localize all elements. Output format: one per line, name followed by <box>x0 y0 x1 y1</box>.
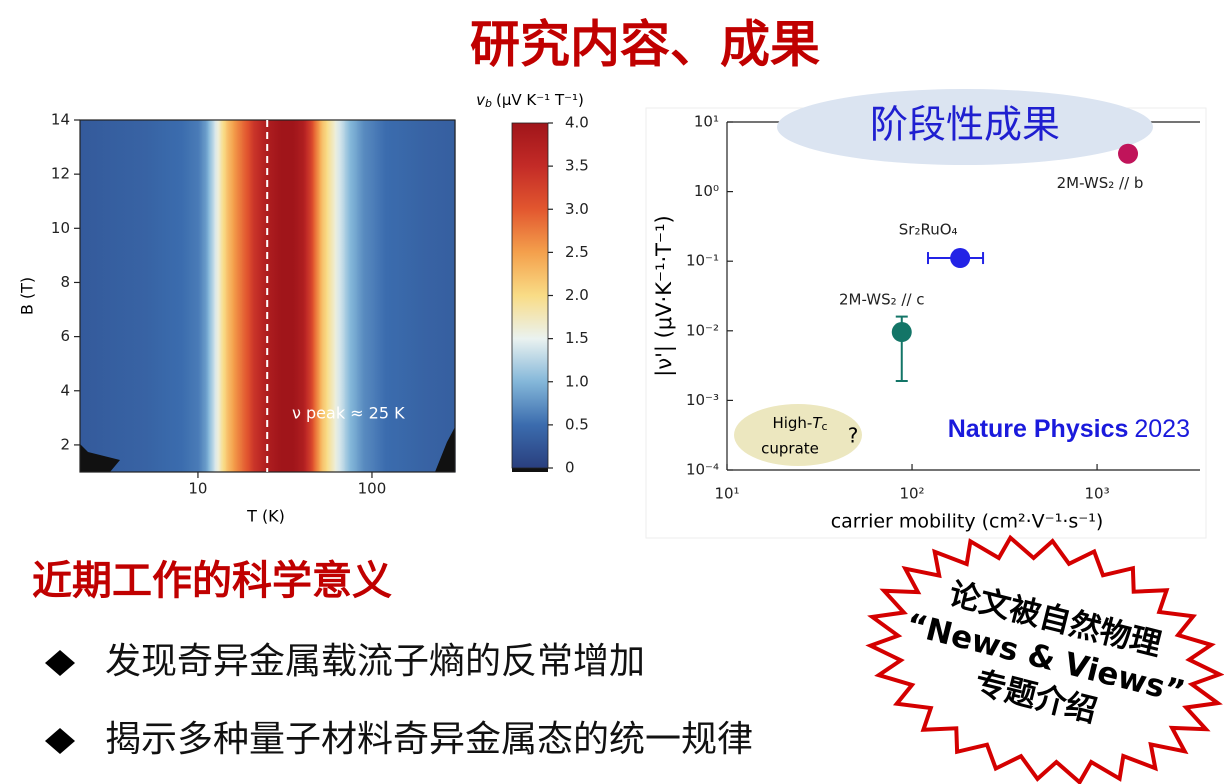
y-tick-label: 12 <box>51 165 70 183</box>
slide-title: 研究内容、成果 <box>470 16 820 74</box>
point-label: 2M-WS₂ // b <box>1057 174 1144 192</box>
x-tick-label: 10³ <box>1085 485 1110 503</box>
heat-cell <box>274 120 288 472</box>
point-label: Sr₂RuO₄ <box>899 221 958 239</box>
y-tick-label: 10⁻¹ <box>686 252 719 270</box>
section-title: 近期工作的科学意义 <box>32 558 392 604</box>
badge-burst <box>865 534 1224 784</box>
heat-cell <box>189 120 203 472</box>
annotation: ν peak ≈ 25 K <box>292 404 405 423</box>
journal-year: 2023 <box>1134 415 1190 443</box>
colorbar-tick-label: 1.0 <box>565 372 589 390</box>
cuprate-bubble <box>734 404 862 466</box>
heat-cell <box>306 120 314 472</box>
journal-label: Nature Physics 2023 <box>948 415 1190 443</box>
y-tick-label: 10⁻³ <box>686 391 719 409</box>
heat-cell <box>319 120 328 472</box>
colorbar-under <box>512 468 548 472</box>
heat-cell <box>439 120 456 472</box>
point-label: 2M-WS₂ // c <box>839 291 925 309</box>
bullet-icon <box>45 650 75 676</box>
data-point <box>950 248 971 269</box>
label-symbol: T <box>812 414 823 432</box>
bullet-text: 发现奇异金属载流子熵的反常增加 <box>105 641 645 682</box>
y-tick-label: 10⁻² <box>686 321 719 339</box>
heat-cell <box>286 120 299 472</box>
heat-cell <box>214 120 222 472</box>
label-subscript: c <box>822 420 828 433</box>
heat-cell <box>250 120 262 472</box>
y-tick-label: 8 <box>60 273 70 291</box>
y-tick-label: 6 <box>60 327 70 345</box>
colorbar-label: vb (μV K⁻¹ T⁻¹) <box>476 91 584 111</box>
heat-cell <box>242 120 251 472</box>
highlight-bubble <box>777 89 1153 165</box>
y-tick-label: 2 <box>60 435 70 453</box>
heat-cell <box>405 120 441 472</box>
heat-cell <box>225 120 234 472</box>
heat-cell <box>297 120 307 472</box>
data-point <box>1118 143 1139 164</box>
colorbar-tick-label: 4.0 <box>565 114 589 132</box>
cuprate-mark: ? <box>848 424 859 448</box>
colorbar-tick-label: 0.5 <box>565 415 589 433</box>
colorbar <box>511 122 549 469</box>
heat-cell <box>163 120 191 472</box>
y-axis-label: B (T) <box>18 277 37 315</box>
y-tick-label: 10⁰ <box>694 182 719 200</box>
bullet-text: 揭示多种量子材料奇异金属态的统一规律 <box>105 719 753 760</box>
heat-cell <box>208 120 216 472</box>
label-prefix: High- <box>772 414 812 432</box>
x-tick-label: 10 <box>188 480 207 498</box>
heat-cell <box>344 120 358 472</box>
corner-shade <box>435 427 455 472</box>
label-units: (μV K⁻¹ T⁻¹) <box>496 91 584 109</box>
x-tick-label: 100 <box>358 480 387 498</box>
y-tick-label: 10¹ <box>694 113 719 131</box>
heat-cell <box>335 120 346 472</box>
highlight-text: 阶段性成果 <box>870 103 1060 147</box>
heat-cell <box>112 120 164 472</box>
bullet-icon <box>45 728 75 754</box>
y-axis-label: |ν'| (μV·K⁻¹·T⁻¹) <box>652 215 677 376</box>
heat-cell <box>326 120 336 472</box>
y-tick-label: 10 <box>51 219 70 237</box>
data-point <box>891 322 912 343</box>
colorbar-tick-label: 3.5 <box>565 157 589 175</box>
heat-cell <box>313 120 321 472</box>
label-symbol: v <box>476 91 486 109</box>
x-axis-label: carrier mobility (cm²·V⁻¹·s⁻¹) <box>831 511 1104 533</box>
colorbar-tick-label: 1.5 <box>565 329 589 347</box>
y-tick-label: 4 <box>60 381 70 399</box>
journal-name: Nature Physics <box>948 415 1129 443</box>
y-tick-label: 14 <box>51 111 70 129</box>
colorbar-tick-label: 3.0 <box>565 200 589 218</box>
heat-cell <box>80 120 114 472</box>
colorbar-tick-label: 2.0 <box>565 286 589 304</box>
cuprate-label: cuprate <box>761 440 819 458</box>
heat-cell <box>374 120 406 472</box>
heat-cell <box>201 120 210 472</box>
x-tick-label: 10² <box>899 485 924 503</box>
cuprate-label: High-Tc <box>772 414 827 434</box>
figure-frame <box>645 107 1207 539</box>
colorbar-tick-label: 2.5 <box>565 243 589 261</box>
x-axis-label: T (K) <box>246 507 285 526</box>
heat-cell <box>233 120 243 472</box>
heat-cell <box>220 120 227 472</box>
colorbar-tick-label: 0 <box>565 459 575 477</box>
heat-cell <box>260 120 275 472</box>
x-tick-label: 10¹ <box>714 485 739 503</box>
heat-cell <box>357 120 376 472</box>
y-tick-label: 10⁻⁴ <box>686 461 719 479</box>
label-subscript: b <box>485 97 492 110</box>
corner-shade <box>80 444 120 472</box>
